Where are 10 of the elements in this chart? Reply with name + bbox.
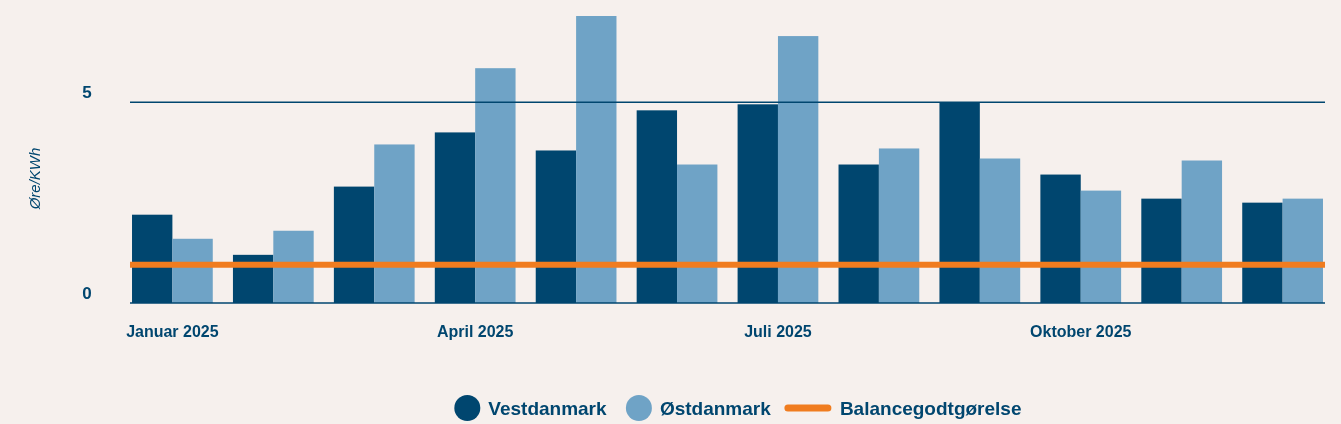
x-tick-label: Juli 2025: [744, 323, 812, 340]
y-axis-title: Øre/KWh: [26, 147, 43, 211]
legend-label: Østdanmark: [659, 398, 772, 419]
x-tick-label: Januar 2025: [126, 323, 219, 340]
x-tick-label: Oktober 2025: [1030, 323, 1132, 340]
x-tick-label: April 2025: [436, 323, 514, 340]
y-tick-label: 5: [82, 83, 92, 103]
legend-label: Vestdanmark: [488, 398, 608, 419]
y-tick-label: 0: [82, 284, 92, 303]
legend-label: Balancegodtgørelse: [839, 398, 1022, 419]
